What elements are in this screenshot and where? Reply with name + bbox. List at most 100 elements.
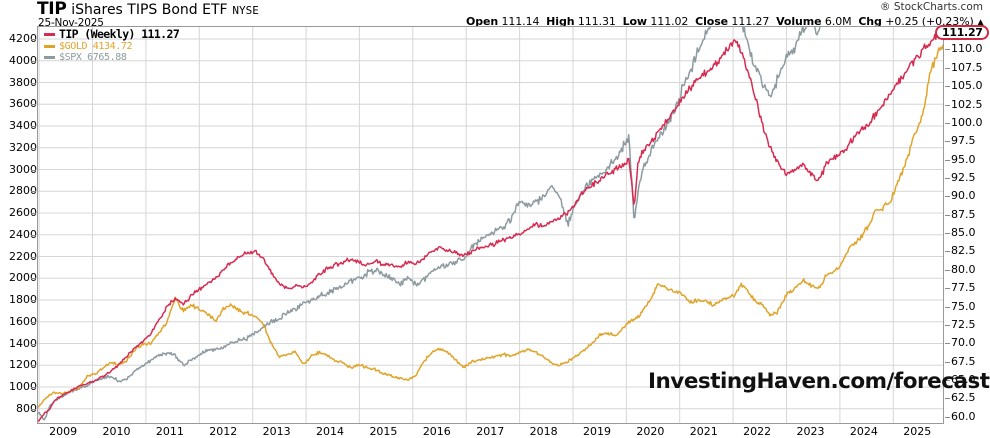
y-axis-left-tick-mark [31,104,36,105]
y-axis-left-tick-label: 1400 [9,336,37,350]
y-axis-right-tick-label: 95.0 [951,152,976,166]
y-axis-right-tick-mark [945,233,950,234]
y-axis-left-tick-mark [31,300,36,301]
y-axis-right-tick-mark [945,86,950,87]
x-axis-tick-label: 2022 [743,425,772,438]
y-axis-left-tick-label: 3000 [9,162,37,176]
y-axis-right-tick-label: 72.5 [951,317,976,331]
y-axis-left-tick-label: 1000 [9,380,37,394]
y-axis-left-tick-label: 2800 [9,184,37,198]
y-axis-right-tick-label: 62.5 [951,391,976,405]
chart-svg [37,26,944,424]
y-axis-right-tick-mark [945,178,950,179]
y-axis-left-tick-mark [31,126,36,127]
x-axis-tick-label: 2025 [903,425,932,438]
y-axis-right-tick-mark [945,68,950,69]
y-axis-right-tick-label: 75.0 [951,299,976,313]
y-axis-right-tick-label: 67.5 [951,354,976,368]
y-axis-right-tick-label: 105.0 [951,79,983,93]
change-label: Chg [858,15,882,28]
chart-title: TIP iShares TIPS Bond ETF NYSE [37,0,259,19]
change-value: +0.25 (+0.23%) [885,15,974,28]
y-axis-left-tick-label: 1800 [9,293,37,307]
close-label: Close [695,15,729,28]
volume-label: Volume [776,15,822,28]
y-axis-left-tick-label: 3800 [9,75,37,89]
y-axis-left-tick-label: 2200 [9,249,37,263]
volume-value: 6.0M [824,15,852,28]
y-axis-left-tick-label: 1600 [9,314,37,328]
legend-item: TIP (Weekly) 111.27 [44,27,180,41]
y-axis-left-tick-mark [31,365,36,366]
chart-plot-area [37,26,944,424]
ticker-symbol: TIP [37,0,67,19]
y-axis-left-tick-mark [31,83,36,84]
close-value: 111.27 [731,15,770,28]
y-axis-left-tick-mark [31,409,36,410]
y-axis-left-tick-mark [31,39,36,40]
y-axis-right-tick-mark [945,307,950,308]
y-axis-right-tick-mark [945,123,950,124]
y-axis-right-tick-mark [945,215,950,216]
x-axis-tick-label: 2016 [422,425,451,438]
plot-frame [37,26,944,424]
x-axis-tick-label: 2024 [849,425,878,438]
y-axis-left-tick-mark [31,170,36,171]
y-axis-right-tick-mark [945,196,950,197]
y-axis-right-tick-mark [945,343,950,344]
y-axis-left-tick-label: 1200 [9,358,37,372]
y-axis-right-tick-label: 70.0 [951,336,976,350]
watermark: InvestingHaven.com/forecasts [648,369,990,394]
legend-item-label: $GOLD 4134.72 [59,40,133,52]
ohlc-summary: Open 111.14 High 111.31 Low 111.02 Close… [466,15,984,28]
x-axis-tick-label: 2015 [369,425,398,438]
x-axis-tick-label: 2013 [262,425,291,438]
y-axis-right-tick-mark [945,141,950,142]
series-line-spx [37,26,821,421]
high-value: 111.31 [577,15,616,28]
x-axis-tick-label: 2021 [689,425,718,438]
y-axis-right-tick-label: 97.5 [951,134,976,148]
low-value: 111.02 [650,15,689,28]
x-axis-tick-label: 2011 [155,425,184,438]
y-axis-left-tick-label: 2000 [9,271,37,285]
x-axis-tick-label: 2018 [529,425,558,438]
company-name: iShares TIPS Bond ETF [71,2,228,18]
y-axis-right-tick-mark [945,417,950,418]
y-axis-right-tick-label: 100.0 [951,115,983,129]
y-axis-right-tick-label: 80.0 [951,262,976,276]
y-axis-right-tick-mark [945,251,950,252]
y-axis-left-tick-label: 2400 [9,227,37,241]
x-axis-tick-label: 2023 [796,425,825,438]
legend-color-swatch-icon [44,33,55,37]
y-axis-right-tick-label: 107.5 [951,60,983,74]
y-axis-left-tick-label: 800 [16,401,37,415]
y-axis-right-tick-mark [945,362,950,363]
y-axis-right-tick-label: 77.5 [951,281,976,295]
y-axis-right-tick-label: 85.0 [951,226,976,240]
high-label: High [546,15,575,28]
series-line-tip-weekly [37,28,944,422]
legend-color-swatch-icon [44,44,55,48]
y-axis-right-tick-label: 102.5 [951,97,983,111]
y-axis-right-tick-label: 82.5 [951,244,976,258]
y-axis-left-tick-mark [31,235,36,236]
y-axis-right-tick-label: 65.0 [951,372,976,386]
y-axis-right-tick-label: 60.0 [951,409,976,423]
legend-item-label: TIP (Weekly) 111.27 [59,27,180,41]
open-label: Open [465,15,499,28]
y-axis-left-tick-mark [31,191,36,192]
y-axis-left-tick-mark [31,387,36,388]
y-axis-right-tick-label: 90.0 [951,189,976,203]
y-axis-right-tick-label: 110.0 [951,42,983,56]
y-axis-right-tick-mark [945,288,950,289]
series-line-gold [37,44,944,408]
x-axis-tick-label: 2010 [102,425,131,438]
gridlines [37,26,944,424]
legend-color-swatch-icon [44,56,55,60]
y-axis-left-tick-label: 4000 [9,53,37,67]
last-price-callout: 111.27 [935,25,989,40]
low-label: Low [622,15,648,28]
legend-item-label: $SPX 6765.88 [59,52,127,64]
x-axis-tick-label: 2009 [49,425,78,438]
